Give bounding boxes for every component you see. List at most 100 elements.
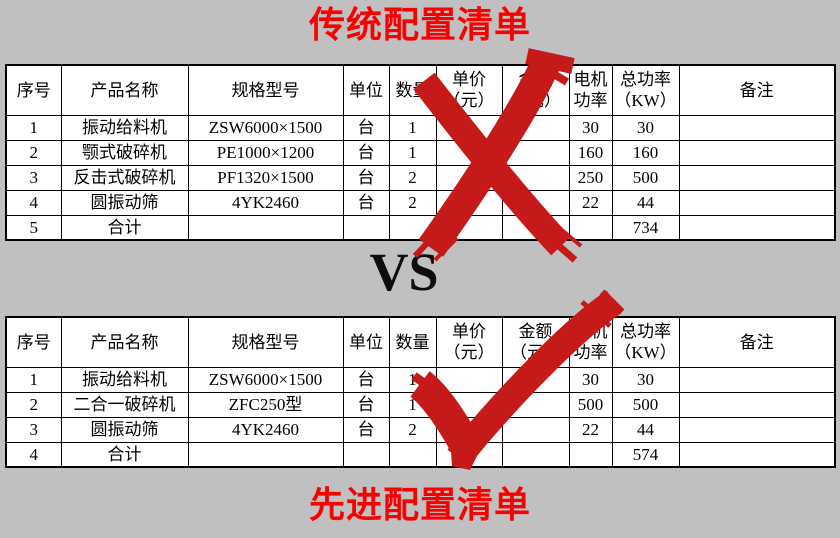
table-cell: 4 (5, 189, 62, 216)
table-row: 1 振动给料机 ZSW6000×1500 台 1 30 30 (5, 114, 836, 141)
table-row-total: 5 合计 734 (5, 214, 836, 241)
table-cell (501, 214, 570, 241)
table-cell: 1 (5, 114, 62, 141)
table-cell: PE1000×1200 (187, 139, 344, 166)
table-row: 2 颚式破碎机 PE1000×1200 台 1 160 160 (5, 139, 836, 166)
column-header-model: 规格型号 (187, 316, 344, 368)
table-cell: ZSW6000×1500 (187, 114, 344, 141)
table-cell: 2 (5, 139, 62, 166)
table-cell (501, 139, 570, 166)
table-cell (435, 441, 503, 468)
table-cell: 5 (5, 214, 62, 241)
column-header-product: 产品名称 (60, 64, 189, 116)
vs-divider: VS (0, 245, 840, 299)
table-cell: 合计 (60, 214, 189, 241)
column-header-motor-power: 电机 功率 (568, 64, 613, 116)
table-cell: 反击式破碎机 (60, 164, 189, 191)
table-cell: 台 (342, 189, 390, 216)
table-cell (501, 114, 570, 141)
table-cell: 3 (5, 164, 62, 191)
column-header-qty: 数量 (388, 64, 437, 116)
advanced-list-title: 先进配置清单 (308, 485, 531, 525)
column-header-note: 备注 (678, 64, 836, 116)
column-header-unit: 单位 (342, 316, 390, 368)
table-cell: 2 (388, 164, 437, 191)
table-cell (388, 441, 437, 468)
table-cell (435, 189, 503, 216)
table-cell: 160 (568, 139, 613, 166)
table-cell: 圆振动筛 (60, 189, 189, 216)
table-cell (501, 366, 570, 393)
traditional-list-title: 传统配置清单 (308, 5, 531, 45)
table-cell (678, 391, 836, 418)
table-row: 2 二合一破碎机 ZFC250型 台 1 500 500 (5, 391, 836, 418)
column-header-motor-power: 电机 功率 (568, 316, 613, 368)
table-cell (678, 214, 836, 241)
table-cell: 2 (5, 391, 62, 418)
table-cell: 4YK2460 (187, 189, 344, 216)
column-header-index: 序号 (5, 64, 62, 116)
table-cell: 4 (5, 441, 62, 468)
table-cell (678, 139, 836, 166)
table-cell: 台 (342, 164, 390, 191)
column-header-note: 备注 (678, 316, 836, 368)
table-cell: 22 (568, 189, 613, 216)
column-header-amount: 金额 （元） (501, 316, 570, 368)
table-cell: 160 (611, 139, 680, 166)
table-cell: 颚式破碎机 (60, 139, 189, 166)
table-cell: 44 (611, 189, 680, 216)
table-cell (678, 366, 836, 393)
table-cell (501, 391, 570, 418)
table-cell: 台 (342, 366, 390, 393)
table-cell: 台 (342, 139, 390, 166)
table-cell: 合计 (60, 441, 189, 468)
table-cell: ZFC250型 (187, 391, 344, 418)
table-cell (501, 189, 570, 216)
table-cell (187, 214, 344, 241)
column-header-price: 单价 （元） (435, 64, 503, 116)
table-cell: 1 (388, 114, 437, 141)
traditional-config-table: 序号 产品名称 规格型号 单位 数量 单价 （元） 金额 （元） 电机 功率 总… (5, 64, 836, 241)
column-header-amount: 金额 （元） (501, 64, 570, 116)
table-cell: 3 (5, 416, 62, 443)
column-header-model: 规格型号 (187, 64, 344, 116)
table-cell (501, 441, 570, 468)
table-cell: PF1320×1500 (187, 164, 344, 191)
table-cell: 250 (568, 164, 613, 191)
table-cell (501, 164, 570, 191)
table-cell: 22 (568, 416, 613, 443)
table-cell: 2 (388, 189, 437, 216)
table-cell: ZSW6000×1500 (187, 366, 344, 393)
table-cell: 500 (611, 391, 680, 418)
table-cell (187, 441, 344, 468)
table-cell: 台 (342, 416, 390, 443)
table-cell (678, 416, 836, 443)
table-cell: 台 (342, 391, 390, 418)
table-cell (568, 441, 613, 468)
table-header-row: 序号 产品名称 规格型号 单位 数量 单价 （元） 金额 （元） 电机 功率 总… (5, 316, 836, 368)
table-row: 4 圆振动筛 4YK2460 台 2 22 44 (5, 189, 836, 216)
table-cell (678, 114, 836, 141)
table-cell: 44 (611, 416, 680, 443)
table-cell: 500 (611, 164, 680, 191)
table-cell: 30 (611, 366, 680, 393)
table-cell (435, 114, 503, 141)
table-cell: 4YK2460 (187, 416, 344, 443)
table-cell: 2 (388, 416, 437, 443)
table-header-row: 序号 产品名称 规格型号 单位 数量 单价 （元） 金额 （元） 电机 功率 总… (5, 64, 836, 116)
table-cell: 30 (568, 114, 613, 141)
table-cell (435, 416, 503, 443)
column-header-index: 序号 (5, 316, 62, 368)
table-cell: 圆振动筛 (60, 416, 189, 443)
vs-label: VS (369, 242, 439, 302)
column-header-price: 单价 （元） (435, 316, 503, 368)
table-cell: 30 (568, 366, 613, 393)
column-header-qty: 数量 (388, 316, 437, 368)
table-row: 3 反击式破碎机 PF1320×1500 台 2 250 500 (5, 164, 836, 191)
table-cell: 1 (5, 366, 62, 393)
table-cell: 30 (611, 114, 680, 141)
table-cell (435, 214, 503, 241)
column-header-unit: 单位 (342, 64, 390, 116)
table-row: 3 圆振动筛 4YK2460 台 2 22 44 (5, 416, 836, 443)
table-cell (678, 189, 836, 216)
